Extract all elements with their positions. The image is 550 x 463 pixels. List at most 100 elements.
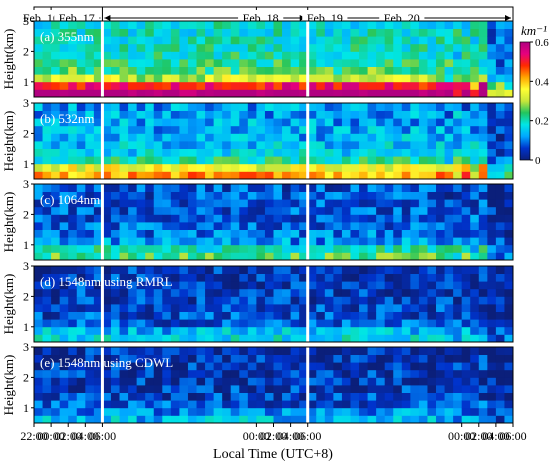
heatmap-cell	[470, 237, 480, 246]
heatmap-cell	[333, 273, 343, 282]
heatmap-cell	[376, 156, 386, 165]
heatmap-cell	[495, 273, 505, 282]
heatmap-cell	[410, 133, 420, 142]
heatmap-cell	[453, 296, 463, 305]
heatmap-cell	[376, 362, 386, 371]
heatmap-cell	[145, 36, 155, 45]
heatmap-cell	[290, 206, 300, 215]
heatmap-cell	[110, 281, 120, 290]
heatmap-cell	[367, 214, 377, 223]
heatmap-cell	[470, 304, 480, 312]
heatmap-cell	[418, 43, 428, 52]
heatmap-cell	[478, 148, 488, 157]
heatmap-cell	[376, 400, 386, 409]
heatmap-cell	[444, 296, 454, 305]
heatmap-cell	[410, 296, 420, 305]
heatmap-cell	[324, 326, 334, 335]
heatmap-cell	[239, 21, 249, 29]
heatmap-cell	[444, 110, 454, 119]
heatmap-cell	[42, 407, 52, 416]
heatmap-cell	[256, 354, 266, 363]
heatmap-cell	[401, 304, 411, 312]
heatmap-cell	[68, 118, 78, 127]
heatmap-cell	[93, 214, 103, 223]
heatmap-cell	[264, 369, 274, 378]
heatmap-cell	[299, 288, 309, 297]
heatmap-cell	[196, 118, 206, 127]
heatmap-cell	[299, 171, 309, 179]
heatmap-cell	[230, 311, 240, 320]
heatmap-cell	[316, 206, 326, 215]
heatmap-cell	[444, 273, 454, 282]
heatmap-cell	[427, 118, 437, 127]
heatmap-cell	[273, 311, 283, 320]
heatmap-cell	[93, 311, 103, 320]
heatmap-cell	[478, 347, 488, 355]
heatmap-cell	[239, 214, 249, 223]
heatmap-cell	[196, 311, 206, 320]
heatmap-cell	[222, 171, 232, 179]
heatmap-cell	[51, 392, 61, 401]
heatmap-cell	[68, 266, 78, 274]
x-tick-label: 06:00	[294, 429, 321, 443]
heatmap-cell	[418, 36, 428, 45]
heatmap-cell	[230, 28, 240, 37]
heatmap-cell	[119, 133, 129, 142]
heatmap-cell	[470, 296, 480, 305]
heatmap-cell	[205, 266, 215, 274]
heatmap-cell	[316, 273, 326, 282]
heatmap-cell	[110, 288, 120, 297]
heatmap-cell	[51, 229, 61, 238]
heatmap-cell	[145, 229, 155, 238]
heatmap-cell	[418, 199, 428, 208]
heatmap-cell	[110, 171, 120, 179]
heatmap-cell	[487, 407, 497, 416]
heatmap-cell	[299, 74, 309, 83]
heatmap-cell	[85, 28, 95, 37]
heatmap-cell	[222, 326, 232, 335]
heatmap-cell	[461, 74, 471, 83]
heatmap-cell	[196, 281, 206, 290]
heatmap-cell	[444, 415, 454, 423]
heatmap-cell	[222, 59, 232, 67]
heatmap-cell	[273, 163, 283, 172]
heatmap-cell	[93, 171, 103, 179]
heatmap-cell	[316, 43, 326, 52]
heatmap-cell	[470, 206, 480, 215]
heatmap-cell	[470, 229, 480, 238]
heatmap-cell	[367, 244, 377, 253]
heatmap-cell	[290, 191, 300, 200]
heatmap-cell	[213, 296, 223, 305]
heatmap-cell	[384, 51, 394, 60]
heatmap-cell	[153, 266, 163, 274]
heatmap-cell	[239, 125, 249, 134]
heatmap-cell	[187, 163, 197, 172]
heatmap-cell	[461, 362, 471, 371]
heatmap-cell	[42, 66, 52, 75]
heatmap-cell	[487, 125, 497, 134]
heatmap-cell	[205, 191, 215, 200]
heatmap-cell	[196, 354, 206, 363]
heatmap-cell	[239, 66, 249, 75]
heatmap-cell	[359, 273, 368, 282]
heatmap-cell	[145, 400, 155, 409]
heatmap-cell	[478, 252, 488, 260]
heatmap-cell	[128, 110, 138, 119]
heatmap-cell	[444, 66, 454, 75]
heatmap-cell	[384, 288, 394, 297]
heatmap-cell	[93, 407, 103, 416]
heatmap-cell	[299, 252, 309, 260]
heatmap-cell	[247, 66, 257, 75]
heatmap-cell	[264, 244, 274, 253]
heatmap-cell	[470, 377, 480, 386]
heatmap-cell	[76, 281, 86, 290]
heatmap-cell	[495, 354, 505, 363]
heatmap-cell	[264, 171, 274, 179]
y-tick-label: 3	[23, 177, 29, 191]
heatmap-cell	[350, 229, 360, 238]
heatmap-cell	[110, 28, 120, 37]
heatmap-cell	[85, 125, 95, 134]
heatmap-cell	[333, 28, 343, 37]
heatmap-cell	[504, 199, 513, 208]
heatmap-cell	[68, 141, 78, 149]
